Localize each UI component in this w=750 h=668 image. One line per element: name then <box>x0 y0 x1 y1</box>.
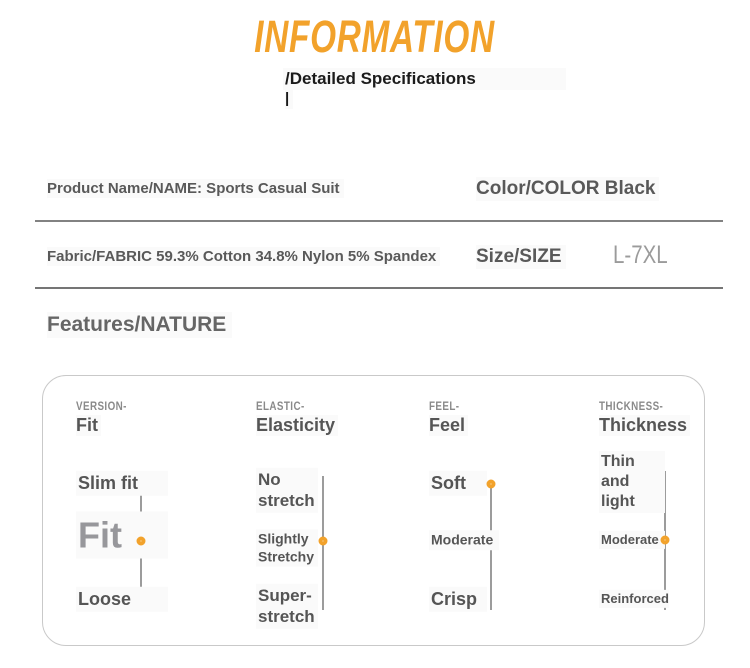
text-cursor: | <box>285 90 294 109</box>
option-moderate-thickness-selected: Moderate <box>599 530 665 550</box>
selected-marker-icon <box>136 536 146 546</box>
features-heading: Features/NATURE <box>47 312 233 338</box>
option-no-stretch: No stretch <box>256 467 318 513</box>
option-loose: Loose <box>76 586 168 612</box>
column-elastic-label: Elasticity <box>256 415 339 436</box>
option-crisp: Crisp <box>429 586 487 612</box>
column-version-label: Fit <box>76 415 101 436</box>
color-label: Color/COLOR Black <box>476 177 660 201</box>
features-box: VERSION- Fit Slim fit Fit Loose ELASTIC-… <box>42 375 705 646</box>
option-fit-selected: Fit <box>76 511 168 559</box>
column-feel-label: Feel <box>429 415 469 436</box>
selected-marker-icon <box>318 536 328 546</box>
size-value: L-7XL <box>613 241 668 269</box>
page-subtitle: /Detailed Specifications <box>283 68 566 90</box>
option-soft-selected: Soft <box>429 470 487 496</box>
page-title: INFORMATION <box>254 11 496 62</box>
header: INFORMATION <box>0 14 750 60</box>
option-slightly-stretchy-selected: Slightly Stretchy <box>256 529 318 567</box>
column-version-small-label: VERSION- <box>76 399 127 413</box>
product-name-label: Product Name/NAME: Sports Casual Suit <box>47 179 344 198</box>
option-super-stretch: Super-stretch <box>256 583 318 629</box>
divider <box>35 287 723 289</box>
option-thin-and-light: Thin and light <box>599 451 665 513</box>
option-slim-fit: Slim fit <box>76 470 168 496</box>
size-label: Size/SIZE <box>476 245 566 269</box>
selected-marker-icon <box>660 535 670 545</box>
column-thickness-small-label: THICKNESS- <box>599 399 664 413</box>
column-feel-small-label: FEEL- <box>429 399 460 413</box>
option-reinforced: Reinforced <box>599 589 669 609</box>
column-elastic-small-label: ELASTIC- <box>256 399 305 413</box>
column-thickness-label: Thickness <box>599 415 691 436</box>
selected-marker-icon <box>486 479 496 489</box>
fabric-label: Fabric/FABRIC 59.3% Cotton 34.8% Nylon 5… <box>47 247 441 266</box>
option-moderate-feel: Moderate <box>429 530 499 550</box>
divider <box>35 220 723 222</box>
